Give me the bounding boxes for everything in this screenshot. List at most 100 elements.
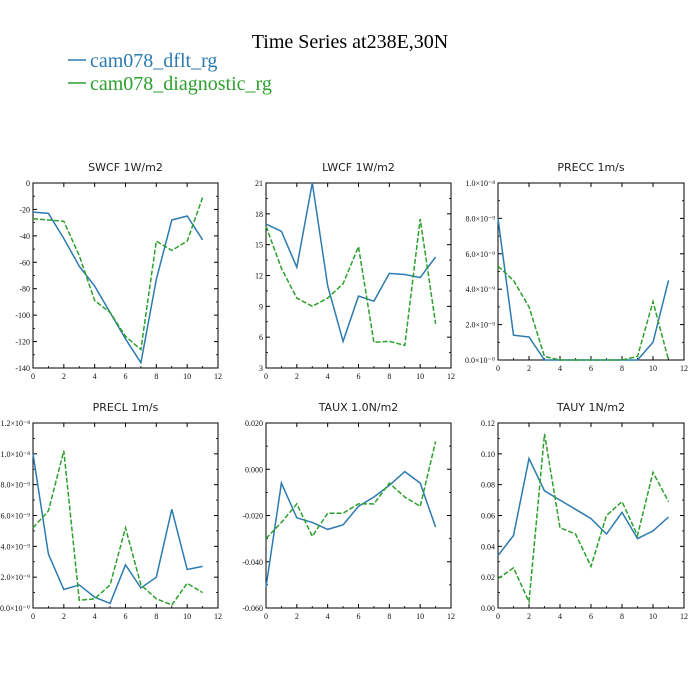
y-tick-label: -0.020 [242, 512, 263, 521]
x-tick-label: 4 [558, 612, 562, 621]
x-tick-label: 8 [387, 612, 391, 621]
x-tick-label: 4 [326, 612, 330, 621]
panel-0: SWCF 1W/m2 0 2 4 6 8 10 12 -140 -120 -100 -80 -60 -40… [15, 161, 222, 381]
x-tick-label: 8 [154, 612, 158, 621]
y-tick-label: 15 [255, 241, 263, 250]
panel-3: PRECL 1m/s 0 2 4 6 8 10 12 0.0×10⁻⁰ 2.0×10⁻⁹ 4.0×1… [0, 401, 222, 621]
x-tick-label: 6 [124, 612, 128, 621]
y-tick-label: 1.0×10⁻⁸ [465, 179, 495, 188]
x-tick-label: 10 [183, 612, 191, 621]
x-tick-label: 2 [295, 612, 299, 621]
x-tick-label: 12 [680, 612, 688, 621]
x-tick-label: 10 [416, 612, 424, 621]
series-line-dflt [265, 470, 437, 588]
y-tick-label: 21 [255, 179, 263, 188]
y-tick-label: 0.020 [245, 419, 263, 428]
series-line-dflt [32, 211, 204, 365]
x-tick-label: 2 [527, 364, 531, 373]
x-tick-label: 10 [649, 612, 657, 621]
x-tick-label: 4 [93, 612, 97, 621]
series-line-diagnostic [265, 441, 437, 540]
y-tick-label: 6.0×10⁻⁹ [465, 250, 495, 259]
plot-frame [497, 182, 685, 361]
plot-frame [32, 422, 219, 609]
plot-frame [497, 422, 685, 609]
x-tick-label: 6 [124, 372, 128, 381]
y-tick-label: 1.2×10⁻⁸ [0, 419, 30, 428]
y-tick-label: 0.000 [245, 465, 263, 474]
y-tick-label: 4.0×10⁻⁹ [465, 285, 495, 294]
panel-1: LWCF 1W/m2 0 2 4 6 8 10 12 3 6 9 12 15 18 21 [255, 161, 455, 381]
legend: cam078_dflt_rg cam078_diagnostic_rg [68, 50, 272, 95]
y-tick-label: 0 [26, 179, 30, 188]
x-tick-label: 0 [31, 372, 35, 381]
y-tick-label: 0.0×10⁻⁰ [0, 604, 30, 613]
x-tick-label: 6 [589, 612, 593, 621]
series-line-dflt [497, 218, 670, 361]
y-tick-label: 0.0×10⁻⁰ [465, 356, 495, 365]
x-tick-label: 2 [62, 372, 66, 381]
panel-5: TAUY 1N/m2 0 2 4 6 8 10 12 0.00 0.02 0.04 0.06 0.08 0… [481, 401, 688, 621]
y-tick-label: -120 [15, 338, 30, 347]
legend-label-diagnostic: cam078_diagnostic_rg [90, 73, 272, 95]
y-tick-label: -0.060 [242, 604, 263, 613]
y-tick-label: 6 [259, 333, 263, 342]
y-tick-label: 3 [259, 364, 263, 373]
panel-title: LWCF 1W/m2 [322, 161, 395, 174]
y-tick-label: 0.06 [481, 512, 495, 521]
plot-frame [265, 422, 452, 609]
x-tick-label: 6 [357, 612, 361, 621]
x-tick-label: 10 [183, 372, 191, 381]
y-tick-label: 0.00 [481, 604, 495, 613]
x-tick-label: 0 [31, 612, 35, 621]
y-tick-label: 0.10 [481, 450, 495, 459]
y-tick-label: -60 [19, 258, 30, 267]
y-tick-label: 4.0×10⁻⁹ [0, 542, 30, 551]
panel-title: PRECL 1m/s [93, 401, 159, 414]
x-tick-label: 8 [387, 372, 391, 381]
y-tick-label: -100 [15, 311, 30, 320]
panel-title: SWCF 1W/m2 [88, 161, 163, 174]
y-tick-label: 1.0×10⁻⁸ [0, 450, 30, 459]
y-tick-label: -40 [19, 232, 30, 241]
y-tick-label: 12 [255, 272, 263, 281]
x-tick-label: 2 [62, 612, 66, 621]
y-tick-label: -140 [15, 364, 30, 373]
x-tick-label: 0 [496, 364, 500, 373]
x-tick-label: 2 [527, 612, 531, 621]
x-tick-label: 12 [447, 372, 455, 381]
y-tick-label: -80 [19, 285, 30, 294]
x-tick-label: 0 [264, 372, 268, 381]
x-tick-label: 4 [326, 372, 330, 381]
series-line-diagnostic [497, 265, 670, 361]
y-tick-label: 0.04 [481, 542, 495, 551]
y-tick-label: 0.08 [481, 481, 495, 490]
figure-title: Time Series at238E,30N [252, 31, 448, 53]
y-tick-label: 0.02 [481, 573, 495, 582]
y-tick-label: 0.12 [481, 419, 495, 428]
series-line-diagnostic [497, 433, 670, 605]
x-tick-label: 8 [620, 612, 624, 621]
series-line-diagnostic [32, 450, 203, 606]
y-tick-label: 6.0×10⁻⁹ [0, 512, 30, 521]
x-tick-label: 6 [589, 364, 593, 373]
x-tick-label: 2 [295, 372, 299, 381]
y-tick-label: -0.040 [242, 558, 263, 567]
y-tick-label: 8.0×10⁻⁹ [465, 214, 495, 223]
x-tick-label: 4 [558, 364, 562, 373]
x-tick-label: 0 [264, 612, 268, 621]
series-line-diagnostic [265, 218, 437, 347]
plot-frame [265, 182, 452, 369]
series-line-dflt [497, 456, 670, 557]
y-tick-label: 2.0×10⁻⁹ [465, 321, 495, 330]
y-tick-label: -20 [19, 205, 30, 214]
panel-title: PRECC 1m/s [557, 161, 625, 174]
panel-4: TAUX 1.0N/m2 0 2 4 6 8 10 12 -0.060 -0.040 -0.020 0… [242, 401, 455, 621]
x-tick-label: 8 [620, 364, 624, 373]
y-tick-label: 8.0×10⁻⁹ [0, 481, 30, 490]
x-tick-label: 4 [93, 372, 97, 381]
x-tick-label: 10 [649, 364, 657, 373]
series-line-diagnostic [32, 197, 204, 351]
x-tick-label: 10 [416, 372, 424, 381]
